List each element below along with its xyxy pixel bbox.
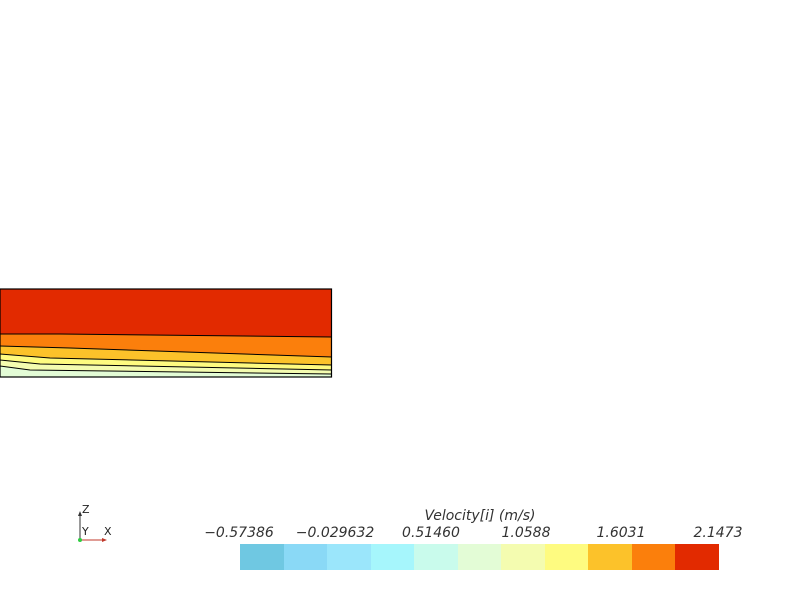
legend-tick-label: 0.51460: [402, 525, 460, 541]
legend-tick-label: −0.57386: [204, 525, 274, 541]
colorbar-swatch: [631, 544, 676, 570]
colorbar-swatch: [240, 544, 284, 570]
axis-triad: Z Y X: [74, 502, 118, 546]
velocity-contour-plot: [0, 288, 333, 378]
legend-tick-label: 1.0588: [501, 525, 551, 541]
colorbar-swatch: [414, 544, 458, 570]
legend-tick-label: −0.029632: [295, 525, 375, 541]
colorbar-swatch: [370, 544, 415, 570]
legend-tick-label: 2.1473: [693, 525, 743, 541]
colorbar-swatch: [501, 544, 545, 570]
contour-line-3: [0, 353, 333, 366]
colorbar-swatch: [588, 544, 632, 570]
contour-band-pale-green: [0, 366, 332, 377]
legend-title: Velocity[i] (m/s): [424, 508, 536, 524]
colorbar-swatch: [544, 544, 589, 570]
colorbar-swatch: [327, 544, 371, 570]
y-axis-label: Y: [82, 525, 89, 538]
colorbar-swatch: [675, 544, 720, 570]
z-axis-label: Z: [82, 503, 90, 516]
colorbar: [240, 544, 720, 570]
contour-line-1: [0, 333, 333, 338]
contour-line-5: [0, 365, 333, 375]
domain-outline: [0, 288, 333, 378]
contour-line-4: [0, 359, 333, 371]
colorbar-swatch: [457, 544, 502, 570]
colorbar-swatch: [283, 544, 328, 570]
contour-line-2: [0, 345, 333, 358]
axis-triad-graphic: [78, 511, 107, 542]
legend-tick-label: 1.6031: [596, 525, 646, 541]
x-axis-label: X: [104, 525, 112, 538]
